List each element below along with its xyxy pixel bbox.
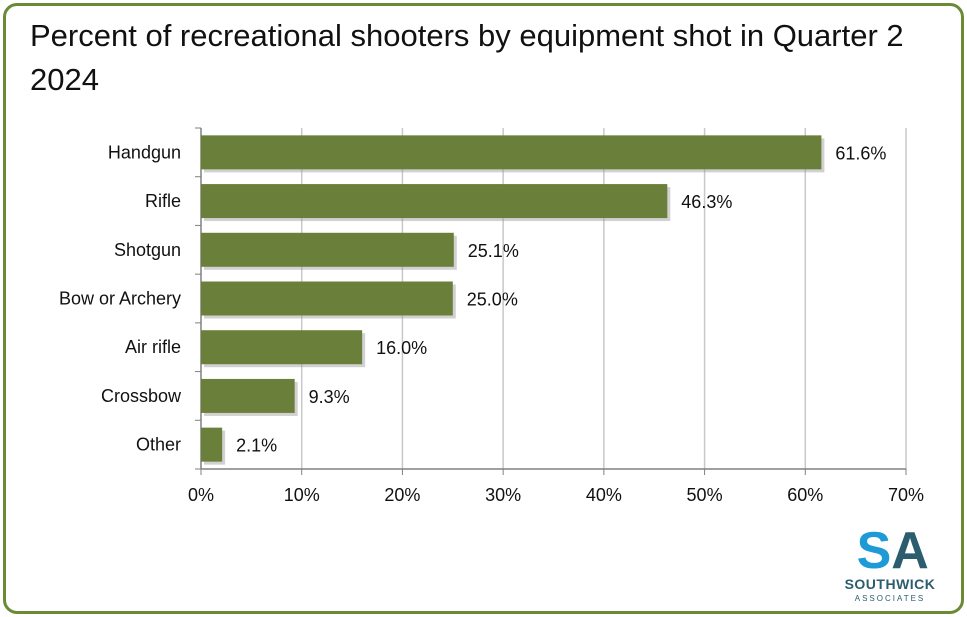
- category-label: Shotgun: [114, 240, 181, 260]
- category-label: Crossbow: [101, 386, 182, 406]
- data-label: 16.0%: [376, 338, 427, 358]
- data-label: 2.1%: [236, 436, 277, 456]
- bar-handgun: [201, 135, 822, 170]
- southwick-logo: S A: [857, 522, 929, 580]
- bar-bow-or-archery: [201, 281, 453, 316]
- x-tick-label: 70%: [888, 485, 924, 505]
- chart-frame: [3, 3, 964, 614]
- logo-subname: ASSOCIATES: [854, 594, 926, 603]
- category-label: Handgun: [108, 142, 181, 162]
- logo-name: SOUTHWICK: [844, 576, 936, 592]
- category-label: Other: [136, 435, 181, 455]
- data-label: 9.3%: [309, 387, 350, 407]
- data-label: 25.0%: [467, 290, 518, 310]
- category-label: Rifle: [145, 191, 181, 211]
- logo-a-glyph: A: [891, 522, 929, 580]
- chart-title: Percent of recreational shooters by equi…: [30, 18, 904, 97]
- category-label: Bow or Archery: [59, 289, 181, 309]
- x-tick-label: 60%: [787, 485, 823, 505]
- bar-air-rifle: [201, 330, 363, 365]
- category-label: Air rifle: [125, 337, 181, 357]
- logo-s-glyph: S: [857, 522, 892, 580]
- x-tick-label: 10%: [284, 485, 320, 505]
- data-label: 25.1%: [468, 241, 519, 261]
- x-tick-label: 30%: [485, 485, 521, 505]
- x-tick-label: 20%: [384, 485, 420, 505]
- x-tick-label: 40%: [586, 485, 622, 505]
- data-label: 61.6%: [835, 143, 886, 163]
- x-tick-label: 0%: [188, 485, 214, 505]
- bar-crossbow: [201, 378, 295, 413]
- bar-shotgun: [201, 232, 454, 267]
- bar-rifle: [201, 184, 668, 219]
- x-tick-label: 50%: [687, 485, 723, 505]
- data-label: 46.3%: [681, 192, 732, 212]
- bar-other: [201, 427, 223, 462]
